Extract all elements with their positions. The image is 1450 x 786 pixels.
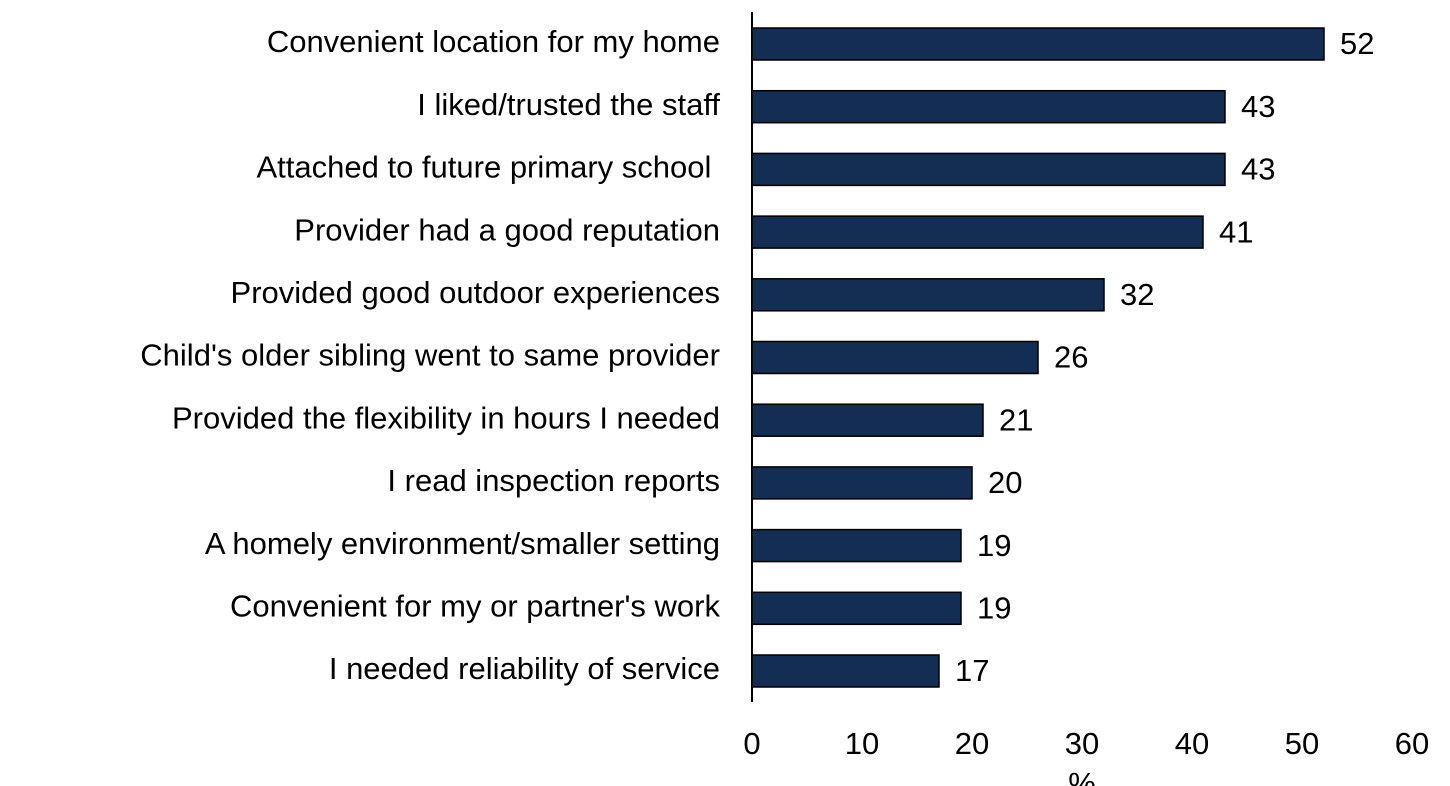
- x-axis-label: %: [1068, 766, 1096, 786]
- y-tick-label: Convenient for my or partner's work: [230, 588, 721, 623]
- value-label: 19: [977, 528, 1011, 563]
- bar: [751, 403, 984, 437]
- value-label: 19: [977, 590, 1011, 625]
- bar: [751, 152, 1226, 187]
- y-tick-label: I read inspection reports: [387, 463, 720, 498]
- value-label: 20: [988, 465, 1022, 500]
- value-label: 17: [955, 653, 989, 688]
- bar: [751, 89, 1226, 124]
- bar: [751, 278, 1105, 312]
- bar: [751, 27, 1325, 61]
- x-tick-label: 20: [955, 726, 989, 761]
- value-label: 32: [1120, 277, 1154, 312]
- y-tick-label: Convenient location for my home: [267, 24, 720, 59]
- y-tick-label: Attached to future primary school: [256, 150, 720, 185]
- bar: [751, 591, 962, 626]
- bar: [751, 528, 962, 563]
- x-tick-label: 30: [1065, 726, 1099, 761]
- bar: [751, 466, 973, 500]
- y-tick-label: I liked/trusted the staff: [417, 87, 720, 122]
- y-tick-label: Provided the flexibility in hours I need…: [172, 400, 720, 435]
- x-tick-label: 60: [1395, 726, 1429, 761]
- bar: [751, 340, 1039, 375]
- y-tick-label: I needed reliability of service: [329, 651, 720, 686]
- y-tick-label: Provided good outdoor experiences: [231, 275, 720, 310]
- value-label: 41: [1219, 214, 1253, 249]
- value-label: 43: [1241, 152, 1275, 187]
- value-label: 52: [1340, 26, 1374, 61]
- bar: [751, 654, 940, 688]
- y-tick-label: Child's older sibling went to same provi…: [140, 338, 720, 373]
- x-tick-label: 10: [845, 726, 879, 761]
- y-tick-label: A homely environment/smaller setting: [205, 526, 720, 561]
- value-label: 21: [999, 402, 1033, 437]
- x-tick-label: 50: [1285, 726, 1319, 761]
- x-tick-label: 0: [743, 726, 760, 761]
- x-tick-label: 40: [1175, 726, 1209, 761]
- value-label: 43: [1241, 89, 1275, 124]
- value-label: 26: [1054, 340, 1088, 375]
- bar: [751, 215, 1204, 249]
- y-tick-label: Provider had a good reputation: [294, 212, 720, 247]
